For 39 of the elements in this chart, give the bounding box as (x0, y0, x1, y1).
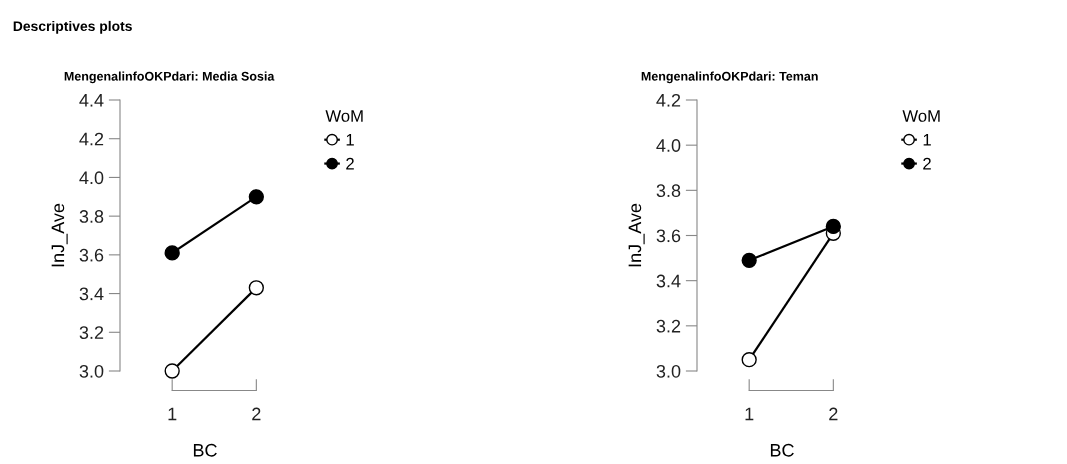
x-axis-title: BC (193, 443, 217, 457)
text: Descriptives plots (13, 20, 132, 34)
x-axis-title: BC (770, 443, 794, 457)
y-tick-label: 3.8 (656, 184, 681, 198)
y-axis-title: InJ_Ave (628, 203, 645, 267)
point (741, 352, 757, 368)
legend-label: 2 (923, 157, 931, 170)
y-tick-label: 4.2 (79, 132, 104, 146)
chart-title: MengenalinfoOKPdari: Media Sosia (64, 71, 275, 84)
y-tick-label: 3.2 (656, 319, 681, 333)
y-tick-label: 3.0 (656, 364, 681, 378)
legend-title: WoM (325, 110, 363, 122)
point (164, 363, 180, 379)
y-axis-title: InJ_Ave (51, 203, 68, 267)
y-tick-label: 3.2 (79, 326, 104, 340)
y-tick-label: 4.4 (79, 94, 104, 107)
x-tick-label: 1 (745, 407, 754, 421)
point (741, 252, 757, 268)
y-tick-label: 3.0 (79, 364, 104, 378)
x-tick-label: 2 (252, 407, 261, 421)
y-tick-label: 3.6 (656, 229, 681, 243)
point (248, 189, 264, 205)
point (164, 245, 180, 261)
legend-label: 1 (346, 134, 354, 146)
y-tick-label: 4.2 (656, 93, 681, 107)
point (825, 218, 841, 235)
y-tick-label: 3.8 (79, 210, 104, 223)
x-tick-label: 2 (829, 407, 838, 421)
y-tick-label: 4.0 (656, 139, 681, 152)
chart-title: MengenalinfoOKPdari: Teman (641, 71, 818, 84)
y-tick-label: 3.4 (79, 287, 104, 301)
y-tick-label: 3.6 (79, 248, 104, 262)
legend-title: WoM (902, 110, 940, 122)
x-tick-label: 1 (168, 407, 177, 421)
legend-label: 2 (346, 157, 354, 170)
point (248, 280, 264, 296)
legend-label: 1 (923, 134, 931, 146)
y-tick-label: 4.0 (79, 171, 104, 185)
y-tick-label: 3.4 (656, 274, 681, 288)
